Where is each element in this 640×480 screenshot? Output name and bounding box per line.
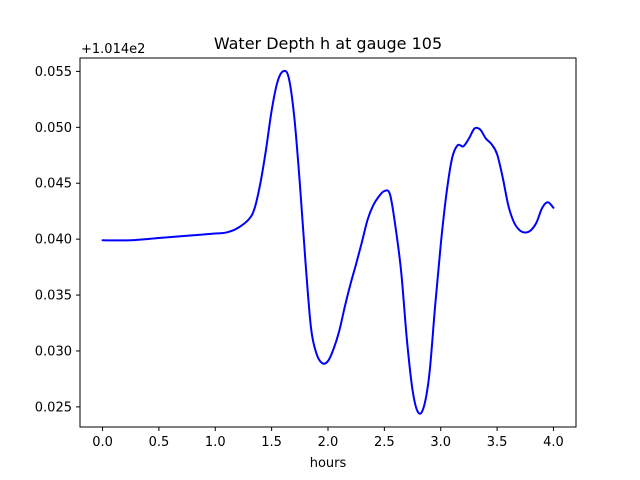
x-tick-label: 1.5	[261, 435, 282, 450]
y-tick-label: 0.040	[35, 233, 72, 248]
chart-title: Water Depth h at gauge 105	[214, 34, 442, 53]
y-tick-label: 0.055	[35, 65, 72, 80]
y-tick-label: 0.045	[35, 177, 72, 192]
x-tick-label: 3.0	[430, 435, 451, 450]
x-tick-label: 4.0	[543, 435, 564, 450]
y-tick-label: 0.035	[35, 289, 72, 304]
x-axis-label: hours	[310, 456, 347, 471]
y-tick-label: 0.030	[35, 344, 72, 359]
plot-area: 0.0 0.5 1.0 1.5 2.0 2.5 3.0 3.5 4.0 0.025 0.030 0.0…	[35, 57, 577, 450]
x-tick-label: 0.0	[92, 435, 113, 450]
x-tick-label: 2.5	[374, 435, 395, 450]
y-tick-label: 0.050	[35, 121, 72, 136]
x-tick-label: 0.5	[149, 435, 170, 450]
x-tick-label: 1.0	[205, 435, 226, 450]
x-tick-label: 2.0	[318, 435, 339, 450]
y-offset-label: +1.014e2	[81, 42, 145, 57]
series-line-0	[101, 69, 555, 415]
x-tick-label: 3.5	[487, 435, 508, 450]
y-tick-label: 0.025	[35, 400, 72, 415]
